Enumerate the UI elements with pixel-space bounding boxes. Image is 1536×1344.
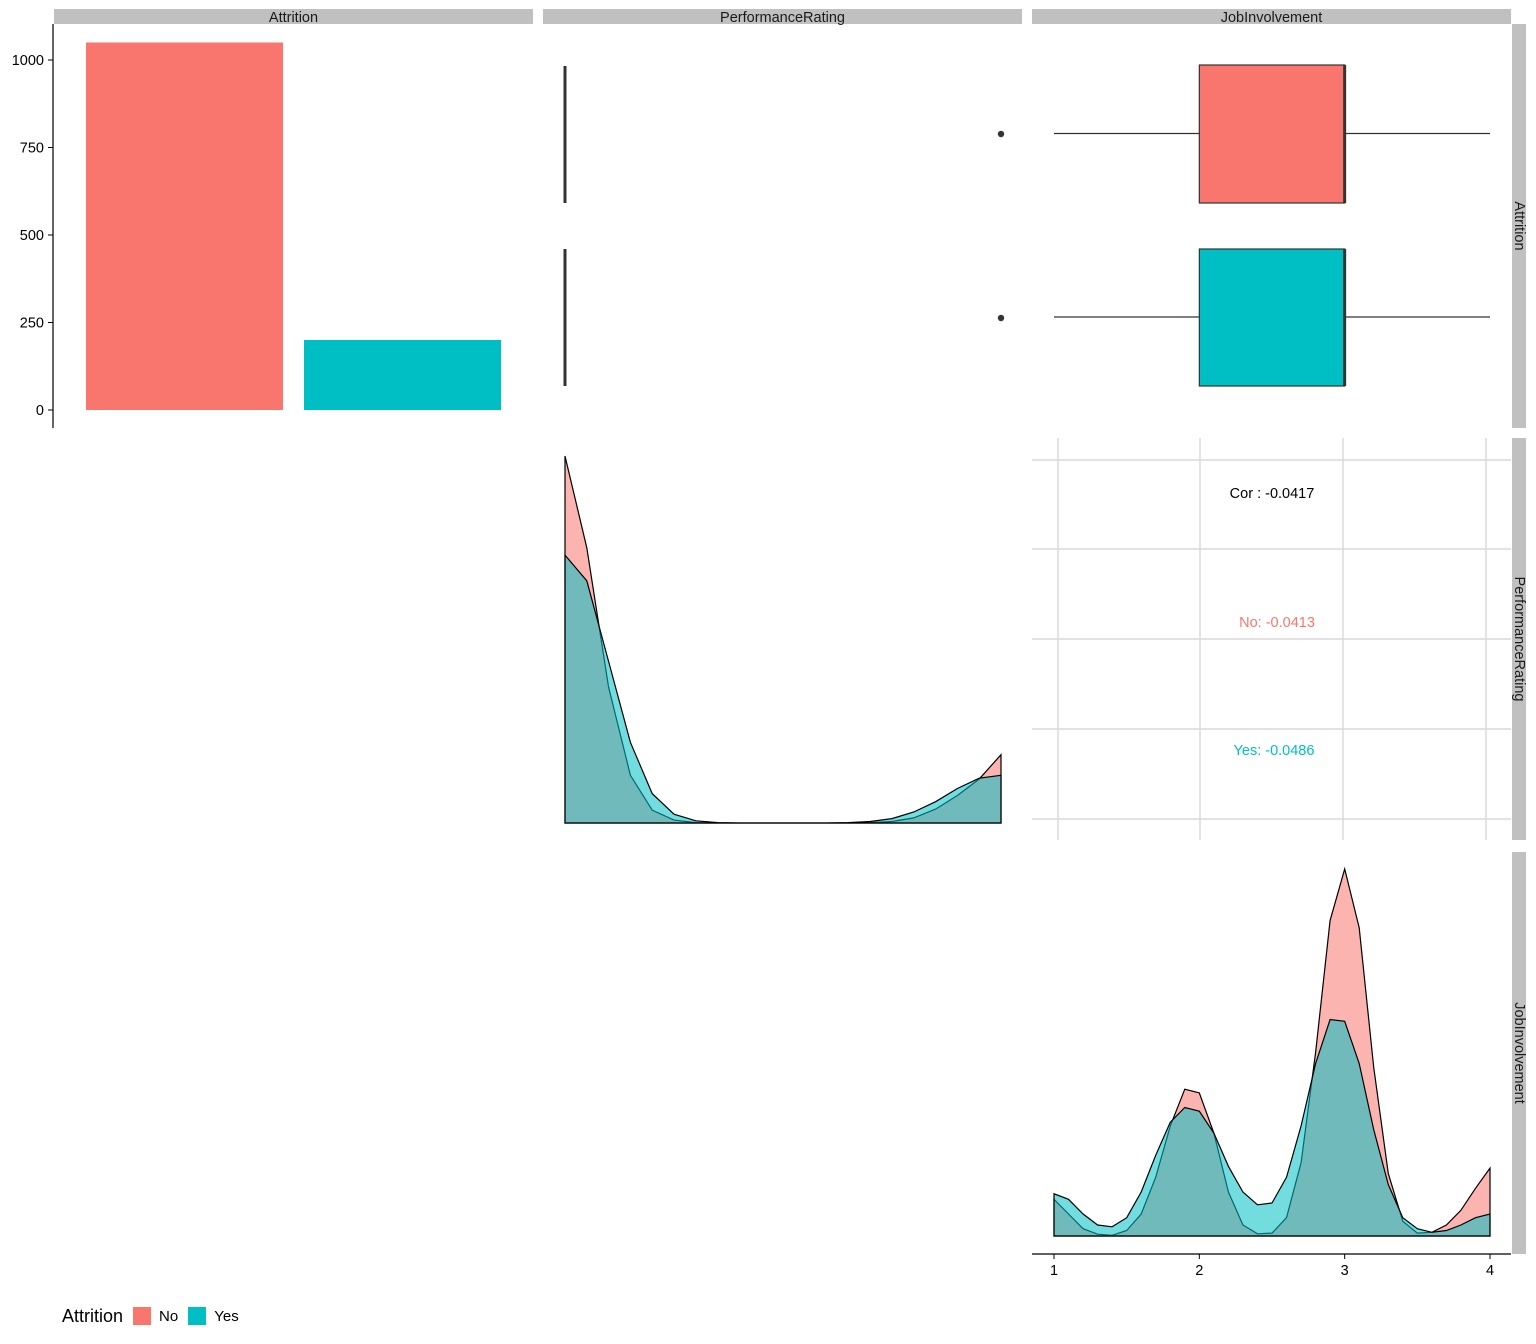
performance-density-panel [564,455,1002,824]
x-tick-label: 3 [1341,1263,1349,1279]
y-tick-label: 750 [20,141,44,157]
performance-boxplot-panel [563,66,1005,386]
legend-label-yes: Yes [214,1307,239,1325]
row-strip-label: Attrition [1511,201,1527,250]
row-strip [1512,852,1526,1254]
outlier-no [997,130,1005,138]
attrition-bar-panel: 0 250 500 750 1000 [12,24,501,428]
column-strip-label: PerformanceRating [720,10,845,26]
outlier-yes [997,314,1005,322]
row-strips: Attrition PerformanceRating JobInvolvement [1511,24,1527,1254]
row-strip [1512,438,1526,840]
x-tick-label: 4 [1486,1263,1494,1279]
legend-item-yes: Yes [188,1307,239,1325]
column-strips: Attrition PerformanceRating JobInvolvement [54,9,1511,26]
column-strip-label: Attrition [269,10,318,26]
correlation-overall: Cor : -0.0417 [1230,486,1315,502]
legend-item-no: No [133,1307,178,1325]
y-tick-label: 250 [20,316,44,332]
legend-label-no: No [159,1307,179,1325]
bar-no [86,42,283,410]
y-tick-label: 500 [20,228,44,244]
pairs-plot: Attrition PerformanceRating JobInvolvement… [12,9,1527,1279]
legend-key-no [133,1307,152,1325]
y-tick-label: 1000 [12,53,44,69]
jobinvolvement-density-no [1053,866,1491,1237]
legend-title: Attrition [62,1305,124,1326]
correlation-panel: Cor : -0.0417 No: -0.0413 Yes: -0.0486 [1032,438,1511,840]
column-strip [1032,9,1511,24]
legend: Attrition No Yes [62,1304,249,1328]
x-tick-label: 2 [1195,1263,1203,1279]
box-no [1198,64,1346,204]
bar-yes [304,340,501,410]
correlation-no: No: -0.0413 [1239,615,1315,631]
legend-key-yes [188,1307,207,1325]
jobinvolvement-boxplot-panel [1054,64,1490,387]
x-tick-label: 1 [1050,1263,1058,1279]
box-yes [1198,248,1346,387]
row-strip-label: PerformanceRating [1511,577,1527,702]
column-strip [543,9,1022,24]
row-strip [1512,24,1526,428]
y-tick-label: 0 [36,403,44,419]
correlation-yes: Yes: -0.0486 [1234,743,1315,759]
jobinvolvement-density-panel: 1 2 3 4 [1032,866,1511,1279]
row-strip-label: JobInvolvement [1511,1002,1527,1104]
column-strip-label: JobInvolvement [1221,10,1323,26]
performance-density-yes [564,553,1002,824]
column-strip [54,9,533,24]
jobinvolvement-density-yes [1053,1018,1491,1237]
